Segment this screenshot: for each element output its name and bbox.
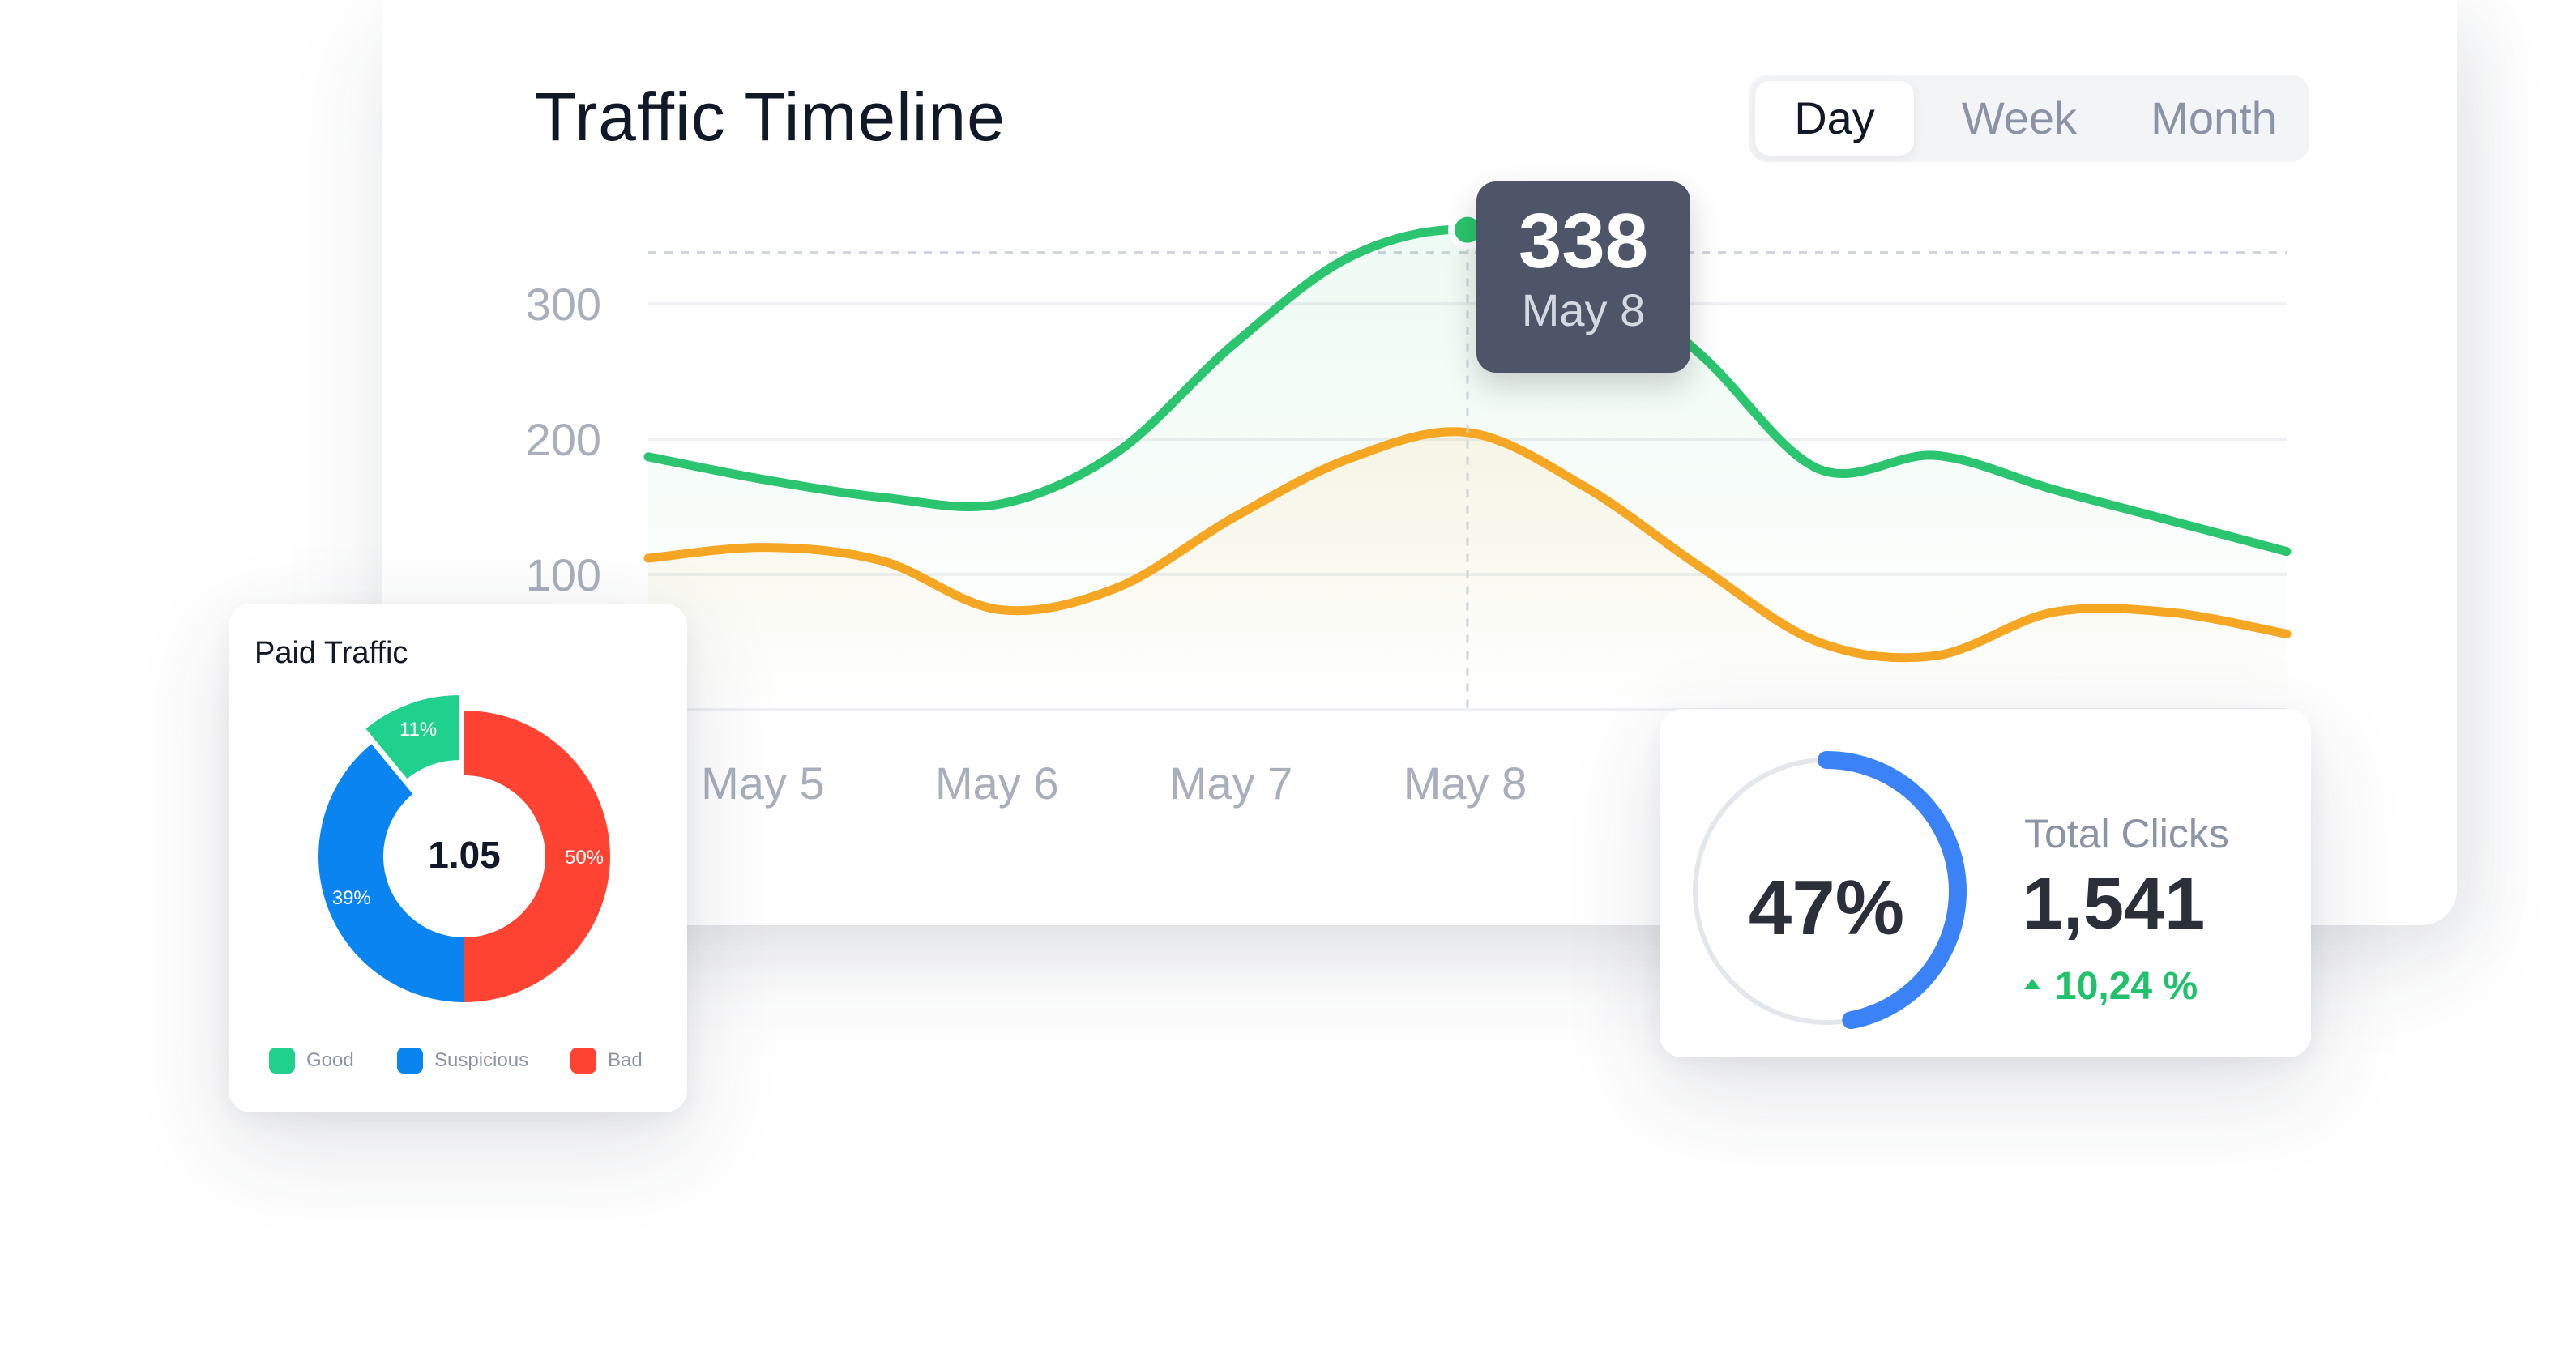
legend-suspicious-swatch <box>397 1048 423 1074</box>
tooltip-value: 338 <box>1518 198 1649 284</box>
total-clicks-change-value: 10,24 % <box>2055 965 2198 1008</box>
donut-slice-good <box>365 695 459 779</box>
legend-bad-label: Bad <box>608 1049 643 1071</box>
progress-ring-fill <box>1818 751 1967 1030</box>
page-title: Traffic Timeline <box>535 79 1006 155</box>
trend-up-icon <box>2024 978 2040 989</box>
total-clicks-card: 47% Total Clicks 1,541 10,24 % <box>1660 709 2311 1057</box>
donut-slice-suspicious <box>318 744 464 1002</box>
chart-tooltip: 338 May 8 <box>1476 181 1690 373</box>
clicks-progress-ring <box>1693 751 1967 1030</box>
legend-bad-swatch <box>570 1048 596 1074</box>
progress-percent: 47% <box>1748 864 1905 951</box>
donut-slice-label: 39% <box>332 887 371 909</box>
donut-slice-label: 11% <box>399 719 437 741</box>
donut-slice-label: 50% <box>565 847 604 869</box>
total-clicks-label: Total Clicks <box>2024 811 2229 856</box>
tab-day[interactable]: Day <box>1755 81 1914 156</box>
paid-traffic-card: Paid Traffic 50% 39% 11% 1.05 Good Suspici… <box>229 604 687 1112</box>
range-switcher: Day Week Month <box>1749 75 2309 162</box>
tab-week[interactable]: Week <box>1961 92 2078 143</box>
donut-slice-bad <box>464 711 610 1002</box>
tooltip-date: May 8 <box>1521 284 1646 335</box>
legend-suspicious: Suspicious <box>397 1048 528 1074</box>
tab-month[interactable]: Month <box>2151 92 2277 143</box>
paid-traffic-donut: 50% 39% 11% 1.05 <box>318 695 610 1002</box>
legend-good-swatch <box>269 1048 295 1074</box>
legend-good: Good <box>269 1048 354 1074</box>
legend-bad: Bad <box>570 1048 643 1074</box>
donut-center-value: 1.05 <box>428 834 501 876</box>
total-clicks-change: 10,24 % <box>2024 964 2198 1009</box>
legend-good-label: Good <box>306 1049 354 1071</box>
paid-traffic-title: Paid Traffic <box>254 636 408 670</box>
legend-suspicious-label: Suspicious <box>434 1049 529 1071</box>
total-clicks-value: 1,541 <box>2023 864 2206 945</box>
